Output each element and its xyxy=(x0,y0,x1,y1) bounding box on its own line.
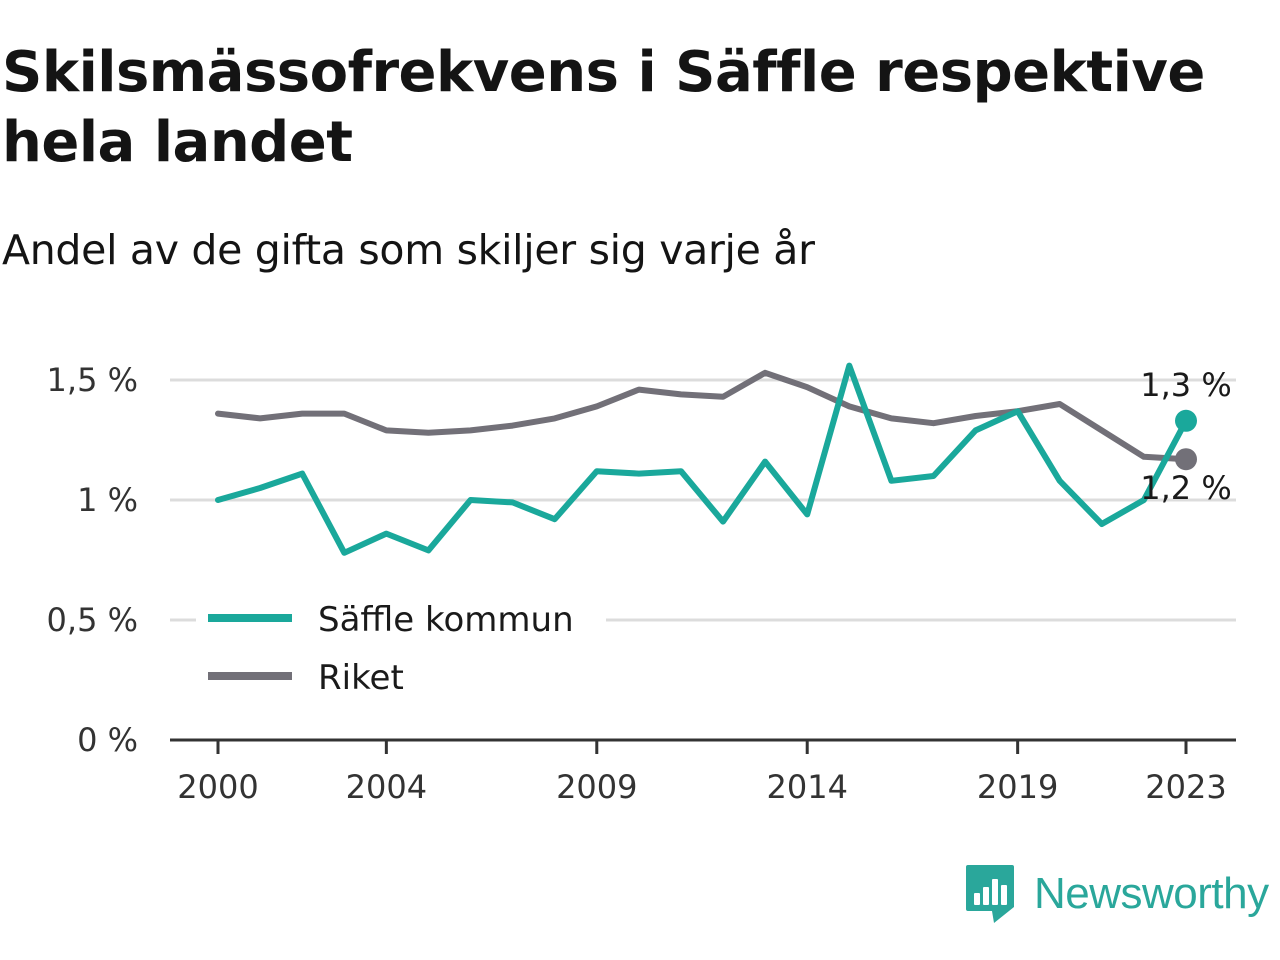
end-labels: 1,3 % 1,2 % xyxy=(1140,366,1231,507)
y-axis-ticks: 0 % 0,5 % 1 % 1,5 % xyxy=(47,361,138,759)
x-tick-label: 2014 xyxy=(766,768,847,806)
legend-label-saffle: Säffle kommun xyxy=(318,600,574,640)
legend-label-riket: Riket xyxy=(318,658,404,698)
x-tick-label: 2019 xyxy=(977,768,1058,806)
brand-name: Newsworthy xyxy=(1034,869,1269,918)
chart-title: Skilsmässofrekvens i Säffle respektive h… xyxy=(2,40,1205,175)
newsworthy-logo-icon xyxy=(966,865,1014,923)
x-tick-label: 2023 xyxy=(1145,768,1226,806)
series-endpoint-riket xyxy=(1175,448,1197,471)
legend-background xyxy=(196,588,606,716)
y-tick-label: 0,5 % xyxy=(47,601,138,639)
brand-logo: Newsworthy xyxy=(964,862,1269,926)
y-tick-label: 1 % xyxy=(77,481,138,519)
x-tick-label: 2000 xyxy=(177,768,258,806)
x-tick-label: 2004 xyxy=(346,768,427,806)
x-axis: 2000 2004 2009 2014 2019 2023 xyxy=(170,738,1236,806)
series-endpoint-saffle xyxy=(1175,409,1197,432)
legend: Säffle kommun Riket xyxy=(196,588,606,716)
end-label-riket: 1,2 % xyxy=(1140,469,1231,507)
y-tick-label: 1,5 % xyxy=(47,361,138,399)
series-line-riket xyxy=(215,369,1189,463)
series-lines xyxy=(215,362,1197,556)
chart-subtitle: Andel av de gifta som skiljer sig varje … xyxy=(2,226,815,274)
y-tick-label: 0 % xyxy=(77,721,138,759)
series-line-saffle xyxy=(215,362,1189,556)
end-label-saffle: 1,3 % xyxy=(1140,366,1231,404)
x-tick-label: 2009 xyxy=(556,768,637,806)
